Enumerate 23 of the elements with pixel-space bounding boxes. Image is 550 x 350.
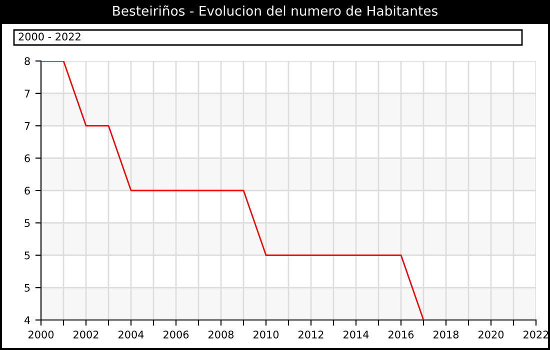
x-tick-label: 2022 [524,330,548,338]
x-tick-label: 2000 [28,330,54,338]
y-tick-label: 6 [24,154,30,162]
x-tick-label: 2008 [208,330,234,338]
x-tick-label: 2006 [164,330,189,338]
x-tick-label: 2004 [118,330,144,338]
y-tick-label: 7 [24,90,30,98]
x-tick-label: 2014 [344,330,369,338]
y-tick-label: 8 [24,57,30,66]
chart-title: Besteiriños - Evolucion del numero de Habitantes [113,5,438,16]
x-tick-label: 2020 [478,330,504,338]
y-tick-label: 5 [24,219,30,227]
y-tick-label: 5 [24,284,30,292]
y-tick-label: 6 [24,186,30,195]
y-tick-label: 5 [24,252,30,260]
x-tick-label: 2018 [434,330,459,338]
y-tick-label: 7 [24,122,30,130]
x-tick-label: 2012 [298,330,324,338]
y-tick-label: 4 [24,316,30,324]
x-tick-label: 2002 [74,330,98,338]
chart-subtitle: 2000 - 2022 [18,32,80,41]
x-tick-label: 2010 [254,330,279,338]
x-tick-label: 2016 [388,330,414,338]
